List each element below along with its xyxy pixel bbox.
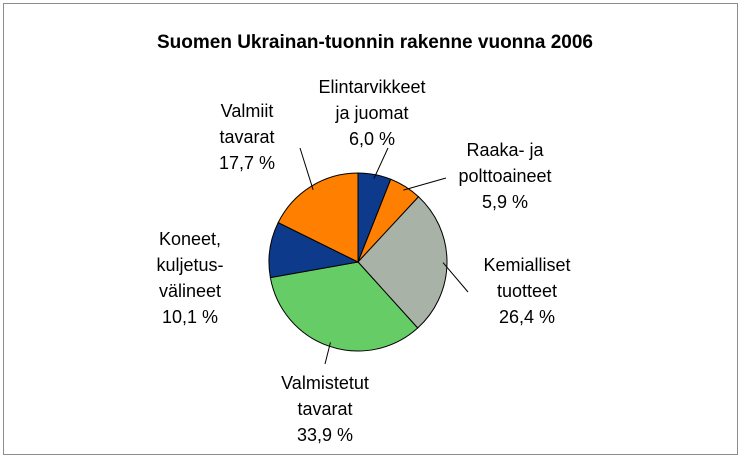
slice-label: tavarat bbox=[297, 399, 352, 419]
slice-label: Elintarvikkeet bbox=[318, 77, 425, 97]
leader-line bbox=[442, 262, 469, 293]
leader-line bbox=[299, 147, 314, 190]
slice-label: polttoaineet bbox=[458, 166, 551, 186]
slice-label: Valmistetut bbox=[281, 373, 369, 393]
leader-line bbox=[324, 342, 331, 365]
pie-slice bbox=[277, 172, 359, 263]
chart-title: Suomen Ukrainan-tuonnin rakenne vuonna 2… bbox=[157, 32, 593, 53]
pie-slice bbox=[357, 196, 448, 329]
slice-label: kuljetus- bbox=[156, 255, 223, 275]
value-label: 33,9 % bbox=[297, 425, 353, 445]
value-label: 6,0 % bbox=[349, 129, 395, 149]
slice-label: Koneet, bbox=[159, 229, 221, 249]
slice-label: välineet bbox=[159, 281, 221, 301]
value-label: 17,7 % bbox=[219, 153, 275, 173]
slice-label: ja juomat bbox=[334, 103, 408, 123]
value-label: 5,9 % bbox=[482, 192, 528, 212]
leader-line bbox=[403, 177, 447, 191]
leader-line bbox=[373, 147, 389, 179]
slice-label: tuotteet bbox=[497, 281, 557, 301]
slice-label: Valmiit bbox=[221, 101, 274, 121]
value-label: 26,4 % bbox=[499, 307, 555, 327]
slice-label: Kemialliset bbox=[483, 255, 570, 275]
slice-label: tavarat bbox=[219, 127, 274, 147]
slice-label: Raaka- ja bbox=[466, 140, 544, 160]
value-label: 10,1 % bbox=[162, 307, 218, 327]
